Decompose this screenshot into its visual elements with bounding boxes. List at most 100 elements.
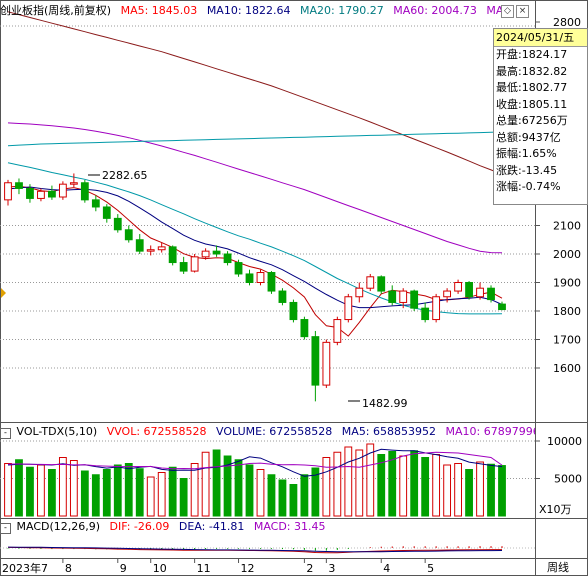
volume-bar [487,463,495,517]
candle-body [289,301,298,321]
candle-body [410,290,419,309]
candle-body [432,296,441,321]
candle-body [15,182,23,189]
ma10-label: MA10: 1822.64 [206,4,291,17]
volume-bar [399,455,408,517]
ma-line-ref [7,131,503,147]
volume-bar [223,455,232,517]
info-change-pct: 涨幅:-0.74% [496,180,561,193]
price-tick-label: 1800 [553,305,581,318]
volume-bar [465,469,473,517]
ma5-label: MA5: 1845.03 [120,4,198,17]
price-tick-label: 2100 [553,220,581,233]
x-tick-label: 11 [197,562,211,575]
volume-bar [366,443,375,517]
volume-bar [278,479,287,517]
candle-body [48,190,56,198]
volume-bar [355,449,364,517]
candle-body [168,246,177,264]
volume-bar [245,464,254,517]
candle-body [223,253,232,264]
volume-bar [234,459,243,517]
volume-tick-label: 5000 [554,473,582,486]
candle-body [322,341,331,386]
volume-grid [0,440,535,479]
y-axis-ticks: 1600 1700 1800 1900 2000 2100 2800 5000 10000 [535,16,582,486]
volume-bar [4,463,12,517]
vol-ma10-label: MA10: 678979968 [445,425,535,438]
candle-body [465,282,473,298]
macd-plot [0,546,535,554]
vol-ma5-label: MA5: 658853952 [341,425,437,438]
volume-bar [443,464,452,517]
left-marker-icon[interactable] [1,288,6,298]
volume-bar [267,474,276,517]
volume-label: VOLUME: 672558528 [216,425,333,438]
candle-body [146,249,155,252]
ma60-label: MA60: 2004.73 [393,4,477,17]
price-ma-lines [7,11,503,337]
macd-collapse-icon[interactable]: - [0,523,11,534]
price-grid [0,25,535,369]
ma20-label: MA20: 1790.27 [300,4,384,17]
volume-bar [344,446,353,517]
candle-body [355,287,364,298]
candle-body [212,250,221,255]
candle-body [26,187,34,199]
ma-line-ref [7,11,503,175]
candle-body [4,182,12,201]
vvol-label: VVOL: 672558528 [106,425,207,438]
volume-tick-label: 10000 [547,435,582,448]
vol-title: VOL-TDX(5,10) [16,425,98,438]
info-close: 收盘:1805.11 [496,97,568,111]
volume-bar [146,476,155,517]
volume-bar [91,474,100,517]
dif-label: DIF: -26.09 [109,520,170,533]
volume-bar [333,451,342,517]
candle-body [201,250,210,258]
info-volume: 总量:67256万 [496,114,568,127]
high-label: 2282.65 [102,169,148,182]
volume-bar [37,464,45,517]
candle-body [58,183,67,198]
config-icon[interactable]: ◇ [501,5,514,18]
vol-collapse-icon[interactable]: - [0,428,11,439]
candle-body [91,199,100,208]
info-change: 涨跌:-13.45 [496,163,558,177]
candle-body [69,182,78,185]
info-high: 最高:1832.82 [496,64,568,78]
close-icon[interactable]: × [516,5,529,18]
candle-body [245,273,254,284]
volume-bar [454,463,462,517]
volume-bar [157,472,166,517]
candle-body [333,319,342,343]
volume-bar [69,460,78,517]
volume-bar [498,465,506,517]
volume-bar [190,463,199,517]
volume-bar [168,466,177,517]
candle-body [37,190,45,199]
candle-body [267,272,276,292]
x-tick-label: 10 [153,562,167,575]
volume-bar [80,470,89,517]
candle-body [190,256,199,272]
ma-line-ma20 [7,162,503,315]
volume-bar [26,466,34,517]
volume-bar [256,469,265,517]
macd-title: MACD(12,26,9) [16,520,101,533]
volume-bar [322,457,331,517]
candle-body [113,217,122,231]
ma-line-ma10 [7,186,503,309]
volume-bar [300,474,309,517]
ma-line-ma60 [7,122,503,254]
volume-ma-lines [7,448,503,477]
volume-bar [432,454,441,517]
candle-body [80,182,89,201]
price-tick-label: 2800 [553,16,581,29]
info-low: 最低:1802.77 [496,81,568,94]
candle-body [157,246,166,251]
price-tick-label: 1900 [553,277,581,290]
candle-body [443,290,452,298]
x-tick-label: 5 [427,562,434,575]
